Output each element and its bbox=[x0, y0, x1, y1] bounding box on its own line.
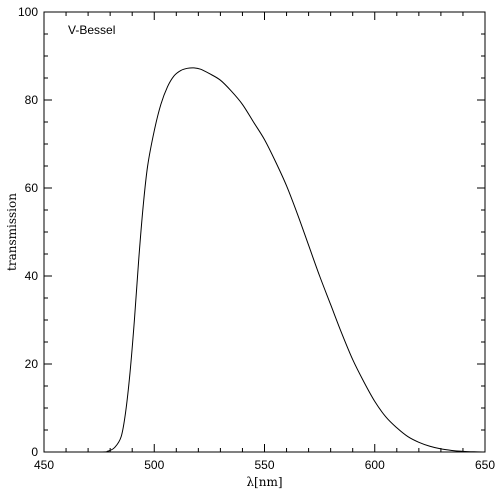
transmission-curve bbox=[44, 67, 486, 453]
y-tick-label: 100 bbox=[18, 5, 38, 19]
y-tick-label: 40 bbox=[25, 269, 39, 283]
tick-labels: 450 500 550 600 650 0 20 40 60 80 100 bbox=[18, 5, 495, 472]
y-axis-title: transmission bbox=[5, 193, 19, 271]
x-tick-label: 450 bbox=[34, 458, 54, 472]
axis-ticks bbox=[43, 11, 486, 453]
x-tick-label: 600 bbox=[365, 458, 385, 472]
x-axis-title: λ[nm] bbox=[246, 475, 282, 489]
x-tick-label: 650 bbox=[475, 458, 495, 472]
x-tick-label: 500 bbox=[144, 458, 164, 472]
filter-label: V-Bessel bbox=[68, 23, 115, 37]
y-tick-label: 20 bbox=[25, 357, 39, 371]
plot-frame bbox=[43, 11, 486, 453]
y-tick-label: 80 bbox=[25, 93, 39, 107]
y-tick-label: 60 bbox=[25, 181, 39, 195]
y-tick-label: 0 bbox=[31, 445, 38, 459]
x-tick-label: 550 bbox=[254, 458, 274, 472]
